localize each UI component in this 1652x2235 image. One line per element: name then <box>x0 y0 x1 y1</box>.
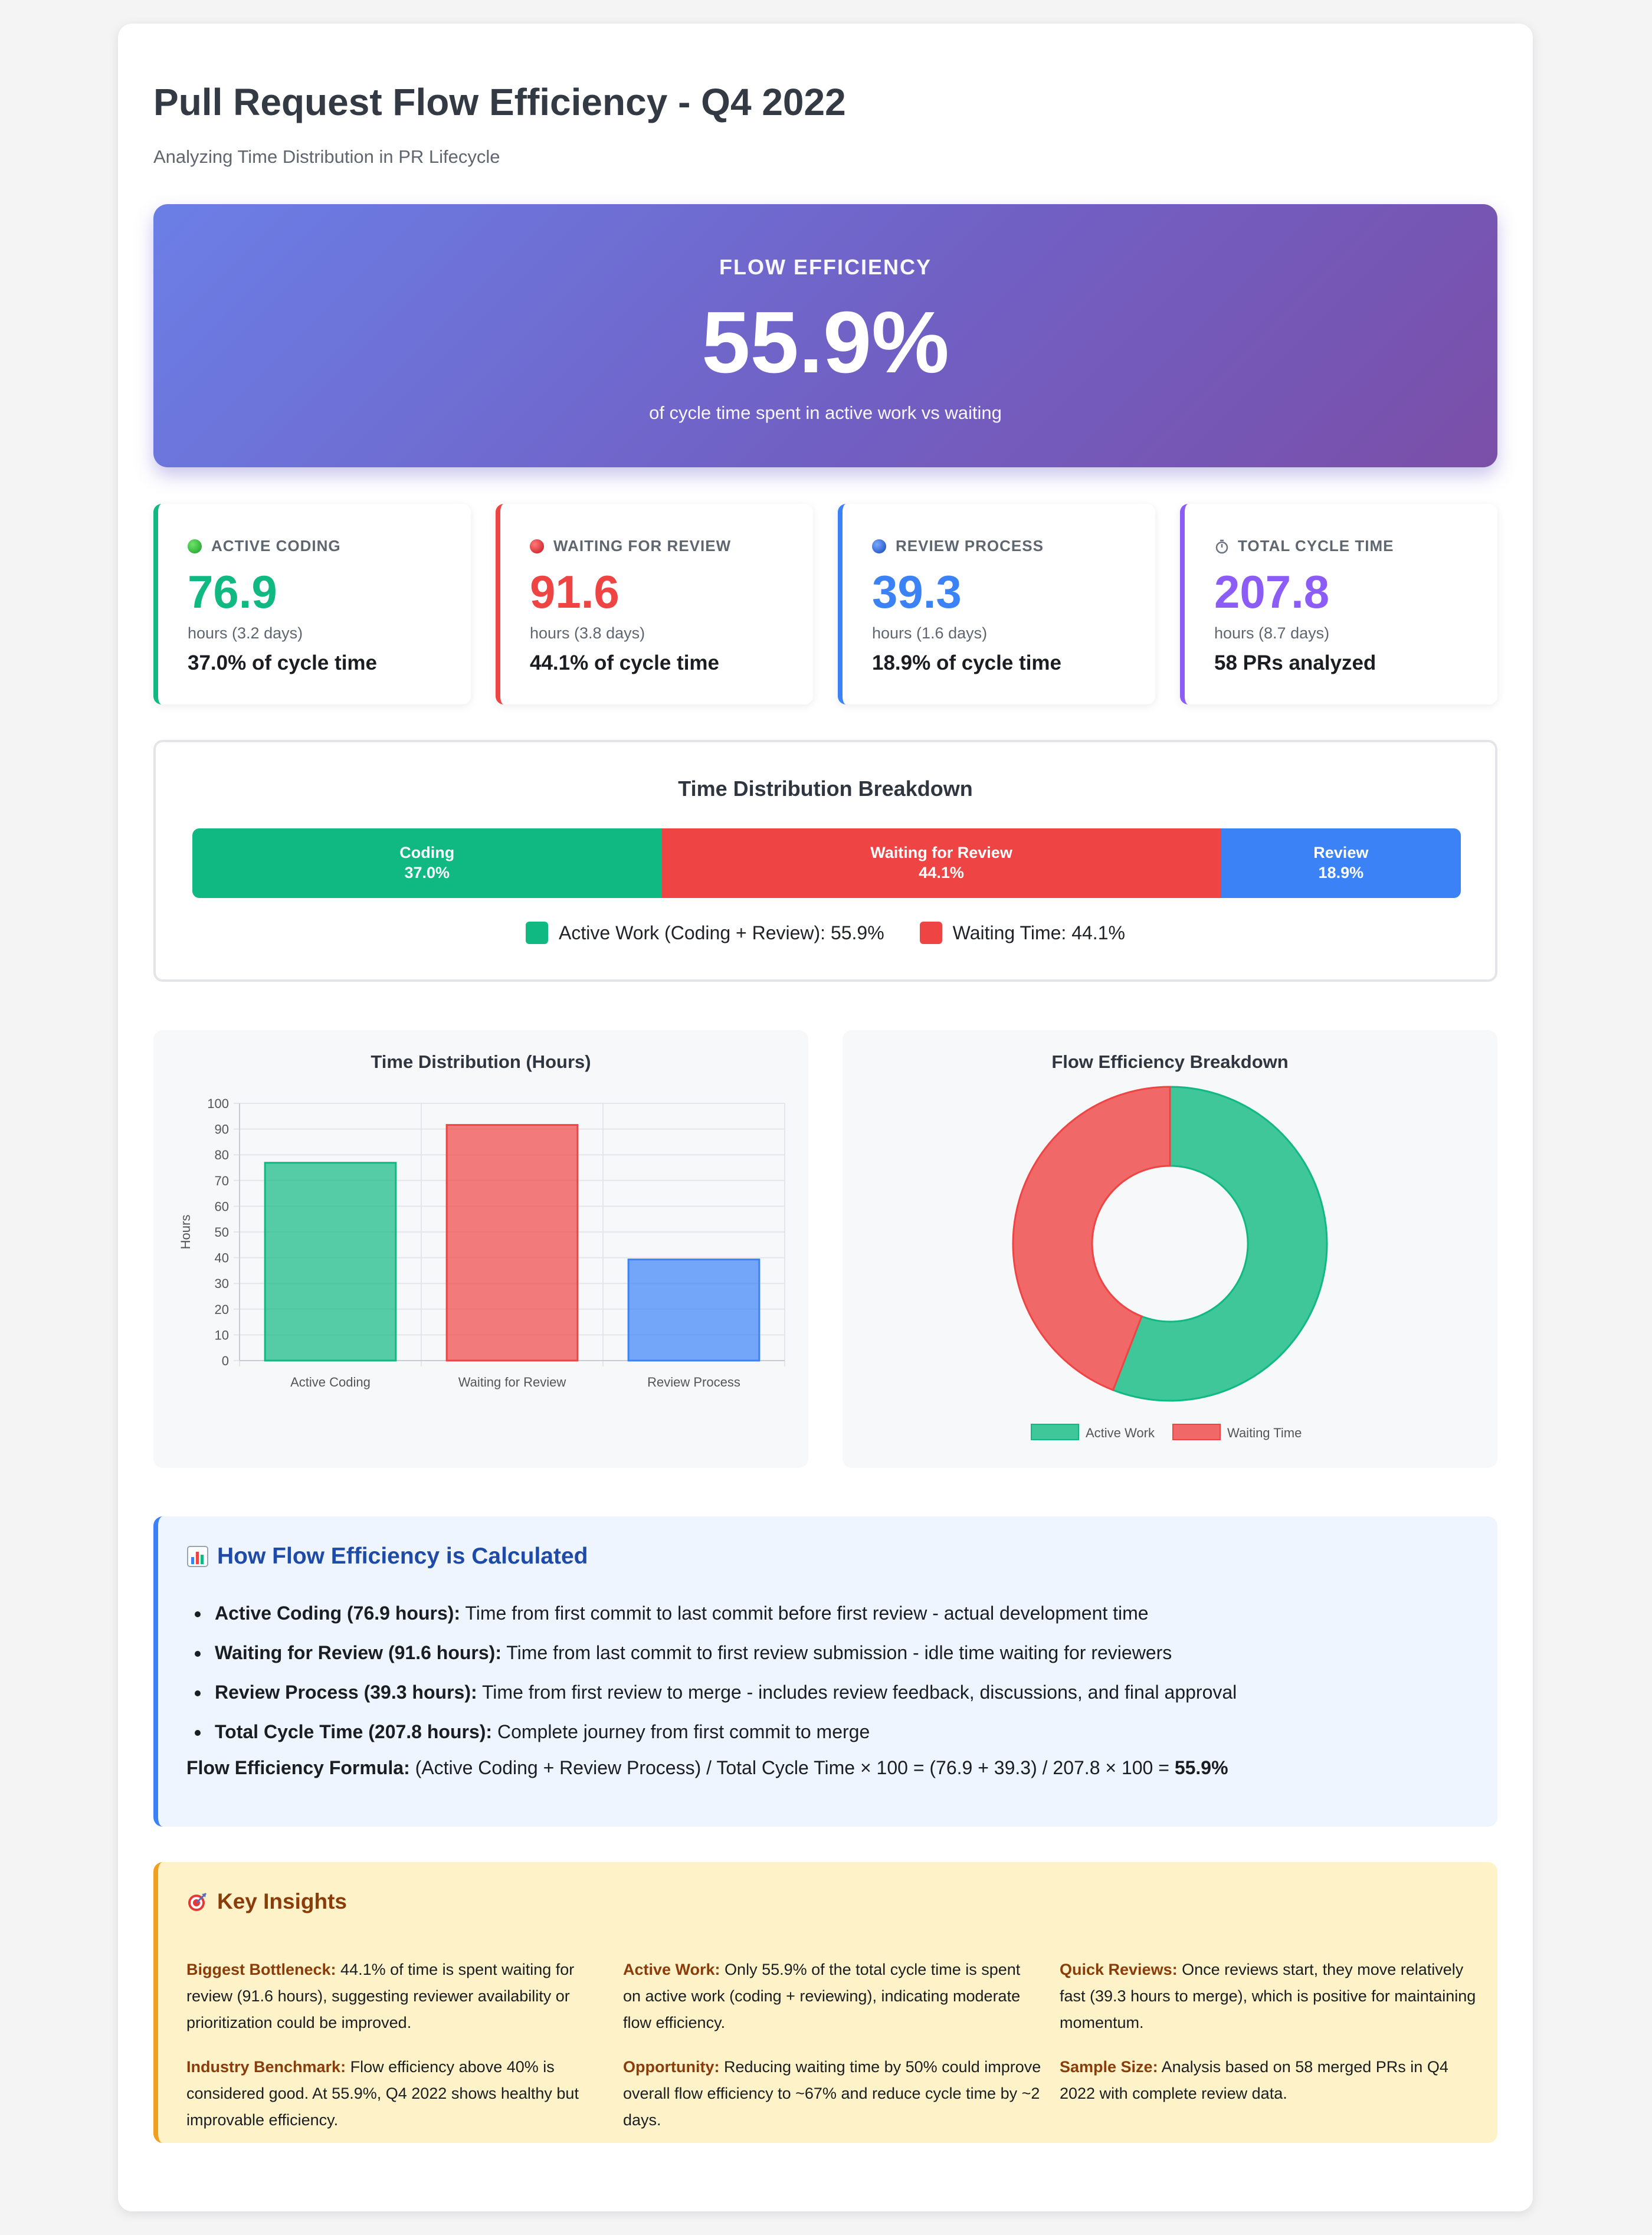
key-insights-section: Key Insights Biggest Bottleneck: 44.1% o… <box>153 1862 1497 2143</box>
card-value: 91.6 <box>530 566 620 618</box>
slice-waiting-time <box>1012 1086 1171 1391</box>
card-title: ACTIVE CODING <box>211 537 341 555</box>
insight-active-work: Active Work: Only 55.9% of the total cyc… <box>623 1961 1021 2031</box>
card-waiting-for-review: WAITING FOR REVIEW 91.6 hours (3.8 days)… <box>496 504 813 704</box>
stacked-bar: Coding 37.0% Waiting for Review 44.1% Review… <box>192 828 1461 898</box>
bar-review-process <box>627 1259 761 1362</box>
legend-swatch <box>1031 1424 1079 1440</box>
x-tick-label: Active Coding <box>290 1375 371 1389</box>
list-item: Waiting for Review (91.6 hours): Time fr… <box>210 1640 1237 1679</box>
y-tick-label: 40 <box>215 1251 229 1266</box>
stacked-segment-coding: Coding 37.0% <box>192 828 662 898</box>
segment-percent: 44.1% <box>919 864 964 881</box>
y-tick-label: 80 <box>215 1148 229 1162</box>
green-circle-icon <box>188 539 202 553</box>
y-tick-label: 70 <box>215 1174 229 1188</box>
segment-percent: 18.9% <box>1318 864 1364 881</box>
y-tick-label: 10 <box>215 1328 229 1342</box>
list-item: Review Process (39.3 hours): Time from f… <box>210 1679 1237 1719</box>
insight-opportunity: Opportunity: Reducing waiting time by 50… <box>623 2058 1041 2129</box>
y-tick-label: 100 <box>207 1096 229 1111</box>
calculation-section: How Flow Efficiency is Calculated Active… <box>153 1516 1497 1827</box>
y-tick-label: 30 <box>215 1276 229 1291</box>
card-title: REVIEW PROCESS <box>896 537 1044 555</box>
page-subtitle: Analyzing Time Distribution in PR Lifecy… <box>153 146 500 167</box>
segment-percent: 37.0% <box>404 864 450 881</box>
y-tick-label: 90 <box>215 1122 229 1137</box>
card-value: 207.8 <box>1214 566 1330 618</box>
y-tick-label: 0 <box>222 1354 229 1368</box>
x-tick-label: Review Process <box>647 1375 740 1389</box>
legend-swatch <box>919 922 942 944</box>
blue-circle-icon <box>872 539 886 553</box>
y-tick-label: 20 <box>215 1302 229 1317</box>
y-tick-label: 50 <box>215 1225 229 1240</box>
legend-swatch <box>526 922 549 944</box>
bar-active-coding <box>264 1162 397 1362</box>
card-hours: hours (3.8 days) <box>530 624 645 642</box>
card-detail: 58 PRs analyzed <box>1214 651 1376 674</box>
hero-description: of cycle time spent in active work vs wa… <box>649 402 1002 423</box>
insight-sample-size: Sample Size: Analysis based on 58 merged… <box>1060 2058 1448 2102</box>
legend-label: Active Work (Coding + Review): 55.9% <box>559 922 884 943</box>
card-title: TOTAL CYCLE TIME <box>1238 537 1394 555</box>
bar-waiting-for-review <box>445 1124 579 1362</box>
bar-chart-panel: Time Distribution (Hours) 0 10 20 30 40 50 60 7… <box>153 1030 808 1468</box>
insight-industry-benchmark: Industry Benchmark: Flow efficiency abov… <box>186 2058 579 2129</box>
doughnut-chart-title: Flow Efficiency Breakdown <box>1051 1051 1289 1072</box>
breakdown-title: Time Distribution Breakdown <box>678 776 973 801</box>
card-review-process: REVIEW PROCESS 39.3 hours (1.6 days) 18.… <box>838 504 1155 704</box>
calculation-title: How Flow Efficiency is Calculated <box>217 1543 588 1569</box>
hero-label: FLOW EFFICIENCY <box>719 255 932 279</box>
card-active-coding: ACTIVE CODING 76.9 hours (3.2 days) 37.0… <box>153 504 471 704</box>
definition-list: Active Coding (76.9 hours): Time from fi… <box>210 1600 1237 1758</box>
target-icon <box>188 1892 207 1911</box>
time-distribution-breakdown: Time Distribution Breakdown Coding 37.0% W… <box>153 740 1497 982</box>
list-item: Total Cycle Time (207.8 hours): Complete… <box>210 1719 1237 1758</box>
bar-chart-icon <box>187 1546 208 1567</box>
segment-label: Review <box>1313 844 1369 862</box>
list-item: Active Coding (76.9 hours): Time from fi… <box>210 1600 1237 1640</box>
bar-chart-title: Time Distribution (Hours) <box>371 1051 591 1072</box>
card-detail: 37.0% of cycle time <box>188 651 377 674</box>
card-value: 39.3 <box>872 566 962 618</box>
card-hours: hours (1.6 days) <box>872 624 988 642</box>
insight-biggest-bottleneck: Biggest Bottleneck: 44.1% of time is spe… <box>186 1961 575 2031</box>
hero-value: 55.9% <box>702 294 949 391</box>
y-tick-label: 60 <box>215 1199 229 1214</box>
legend-label: Waiting Time: 44.1% <box>952 922 1125 943</box>
segment-label: Waiting for Review <box>870 844 1012 862</box>
card-detail: 44.1% of cycle time <box>530 651 719 674</box>
segment-label: Coding <box>399 844 455 862</box>
stacked-segment-review: Review 18.9% <box>1221 828 1461 898</box>
stopwatch-icon <box>1215 539 1228 553</box>
insight-quick-reviews: Quick Reviews: Once reviews start, they … <box>1060 1961 1476 2031</box>
flow-efficiency-hero: FLOW EFFICIENCY 55.9% of cycle time spen… <box>153 204 1497 467</box>
card-title: WAITING FOR REVIEW <box>553 537 732 555</box>
doughnut-chart-panel: Flow Efficiency Breakdown Active Work Wai… <box>843 1030 1497 1468</box>
legend-label: Active Work <box>1086 1425 1155 1440</box>
y-axis-label: Hours <box>178 1215 193 1250</box>
legend-swatch <box>1172 1424 1221 1440</box>
card-hours: hours (8.7 days) <box>1214 624 1330 642</box>
card-hours: hours (3.2 days) <box>188 624 303 642</box>
report-page: Pull Request Flow Efficiency - Q4 2022 A… <box>118 24 1533 2211</box>
legend-label: Waiting Time <box>1227 1425 1302 1440</box>
red-circle-icon <box>530 539 544 553</box>
legend-item-waiting-time: Waiting Time: 44.1% <box>919 922 1125 944</box>
bar-chart: 0 10 20 30 40 50 60 70 80 90 100 Active Coding Waiti… <box>178 1096 785 1389</box>
insights-title: Key Insights <box>217 1889 347 1913</box>
card-total-cycle-time: TOTAL CYCLE TIME 207.8 hours (8.7 days) … <box>1180 504 1497 704</box>
stacked-segment-waiting-for-review: Waiting for Review 44.1% <box>661 828 1221 898</box>
formula: Flow Efficiency Formula: (Active Coding … <box>186 1757 1228 1778</box>
card-detail: 18.9% of cycle time <box>872 651 1061 674</box>
x-tick-label: Waiting for Review <box>458 1375 566 1389</box>
card-value: 76.9 <box>188 566 277 618</box>
legend-item-active-work: Active Work (Coding + Review): 55.9% <box>526 922 884 944</box>
breakdown-legend: Active Work (Coding + Review): 55.9% Wai… <box>156 922 1495 944</box>
slice-active-work <box>1112 1086 1328 1402</box>
doughnut-chart: Active Work Waiting Time <box>1012 1086 1328 1440</box>
page-title: Pull Request Flow Efficiency - Q4 2022 <box>153 81 846 123</box>
